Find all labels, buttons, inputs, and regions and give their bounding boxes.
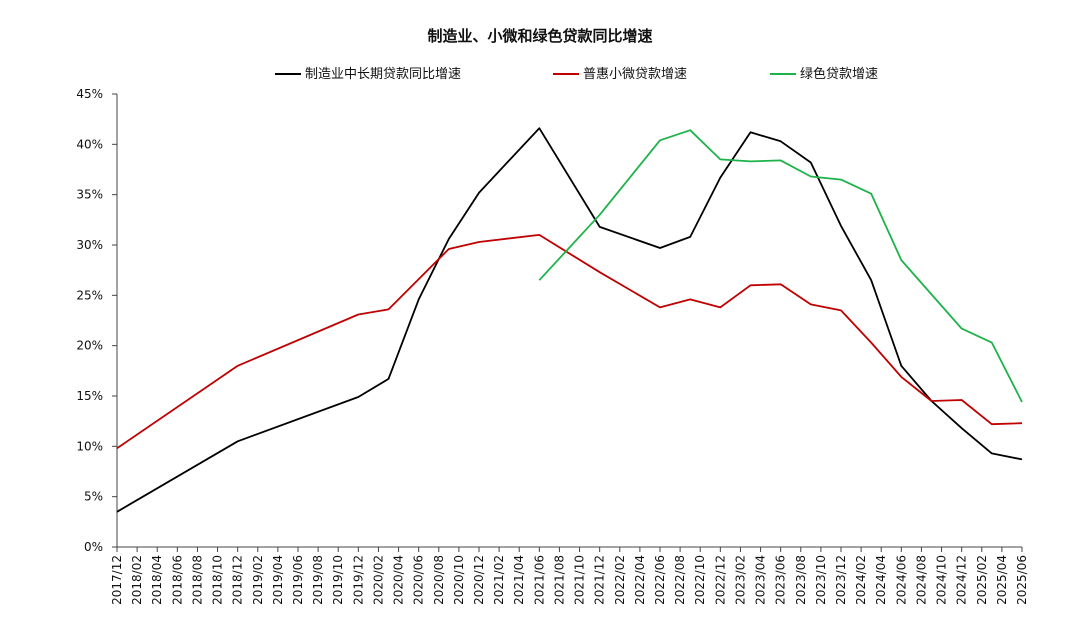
x-tick-label: 2023/10 bbox=[814, 555, 828, 605]
x-tick-label: 2018/02 bbox=[130, 555, 144, 605]
x-tick-label: 2020/12 bbox=[472, 555, 486, 605]
x-tick-label: 2023/02 bbox=[733, 555, 747, 605]
y-tick-label: 40% bbox=[76, 137, 103, 151]
x-tick-label: 2017/12 bbox=[110, 555, 124, 605]
x-tick-label: 2022/08 bbox=[673, 555, 687, 605]
series-line-1 bbox=[116, 127, 1023, 513]
x-tick-label: 2022/02 bbox=[613, 555, 627, 605]
plot-area bbox=[116, 127, 1023, 513]
y-tick-label: 25% bbox=[76, 288, 103, 302]
y-tick-label: 0% bbox=[84, 540, 103, 554]
y-tick-label: 5% bbox=[84, 490, 103, 504]
x-tick-label: 2021/02 bbox=[492, 555, 506, 605]
y-tick-label: 35% bbox=[76, 188, 103, 202]
x-tick-label: 2023/08 bbox=[794, 555, 808, 605]
x-tick-label: 2018/06 bbox=[170, 555, 184, 605]
x-tick-label: 2020/02 bbox=[371, 555, 385, 605]
x-tick-label: 2021/06 bbox=[532, 555, 546, 605]
x-tick-label: 2022/12 bbox=[713, 555, 727, 605]
series-line-2 bbox=[116, 234, 1023, 450]
y-tick-label: 10% bbox=[76, 439, 103, 453]
x-tick-label: 2019/02 bbox=[251, 555, 265, 605]
x-tick-label: 2021/04 bbox=[512, 555, 526, 605]
x-tick-label: 2023/04 bbox=[754, 555, 768, 605]
y-tick-label: 15% bbox=[76, 389, 103, 403]
x-tick-label: 2022/04 bbox=[633, 555, 647, 605]
x-tick-label: 2022/10 bbox=[693, 555, 707, 605]
y-tick-label: 45% bbox=[76, 87, 103, 101]
x-tick-label: 2023/06 bbox=[774, 555, 788, 605]
x-tick-label: 2018/04 bbox=[150, 555, 164, 605]
x-tick-label: 2024/02 bbox=[854, 555, 868, 605]
x-tick-label: 2022/06 bbox=[653, 555, 667, 605]
x-tick-label: 2021/08 bbox=[552, 555, 566, 605]
x-tick-label: 2018/08 bbox=[190, 555, 204, 605]
legend-label: 制造业中长期贷款同比增速 bbox=[305, 67, 461, 82]
x-tick-label: 2023/12 bbox=[834, 555, 848, 605]
x-tick-label: 2025/02 bbox=[975, 555, 989, 605]
x-tick-label: 2024/04 bbox=[874, 555, 888, 605]
legend-label: 绿色贷款增速 bbox=[800, 66, 878, 82]
x-tick-label: 2025/04 bbox=[995, 555, 1009, 605]
x-tick-label: 2021/12 bbox=[593, 555, 607, 605]
y-tick-label: 20% bbox=[76, 339, 103, 353]
y-tick-label: 30% bbox=[76, 238, 103, 252]
chart-title: 制造业、小微和绿色贷款同比增速 bbox=[427, 27, 652, 45]
x-tick-label: 2019/12 bbox=[351, 555, 365, 605]
x-tick-label: 2020/08 bbox=[432, 555, 446, 605]
legend-label: 普惠小微贷款增速 bbox=[583, 67, 687, 82]
series-line-3 bbox=[538, 129, 1023, 403]
x-axis: 2017/12 2018/02 2018/04 2018/06 2018/08 2018/… bbox=[110, 546, 1029, 605]
x-tick-label: 2020/04 bbox=[392, 555, 406, 605]
x-tick-label: 2024/12 bbox=[955, 555, 969, 605]
x-tick-label: 2020/06 bbox=[412, 555, 426, 605]
x-tick-label: 2019/10 bbox=[331, 555, 345, 605]
x-tick-label: 2019/08 bbox=[311, 555, 325, 605]
legend: 制造业中长期贷款同比增速 普惠小微贷款增速 绿色贷款增速 bbox=[275, 66, 878, 82]
x-tick-label: 2020/10 bbox=[452, 555, 466, 605]
x-tick-label: 2019/04 bbox=[271, 555, 285, 605]
x-tick-label: 2018/10 bbox=[211, 555, 225, 605]
x-tick-label: 2019/06 bbox=[291, 555, 305, 605]
x-tick-label: 2025/06 bbox=[1015, 555, 1029, 605]
x-tick-label: 2024/10 bbox=[935, 555, 949, 605]
x-tick-label: 2021/10 bbox=[573, 555, 587, 605]
x-tick-label: 2024/06 bbox=[894, 555, 908, 605]
y-axis: 0% 5% 10% 15% 20% 25% 30% 35% 40% 45% bbox=[76, 87, 118, 554]
x-tick-label: 2018/12 bbox=[231, 555, 245, 605]
x-tick-label: 2024/08 bbox=[914, 555, 928, 605]
